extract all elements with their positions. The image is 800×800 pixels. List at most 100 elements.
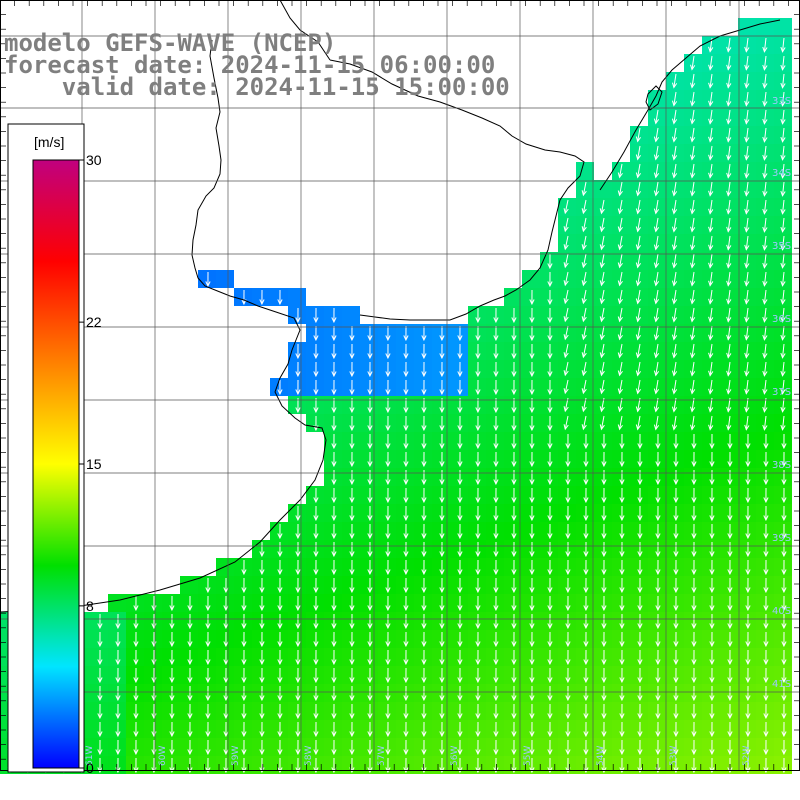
wind-arrow-head (151, 749, 157, 756)
wind-arrow-head (727, 461, 733, 468)
wind-speed-cell (738, 558, 756, 576)
wind-arrow-head (599, 352, 605, 359)
wind-speed-cell (468, 594, 486, 612)
wind-speed-cell (288, 666, 306, 684)
wind-arrow-head (581, 298, 587, 305)
wind-arrow (727, 217, 731, 232)
wind-speed-cells (0, 18, 792, 774)
wind-arrow-head (349, 335, 355, 342)
wind-arrow (619, 199, 623, 214)
wind-arrow-head (653, 298, 660, 305)
wind-arrow (637, 271, 641, 286)
wind-arrow-head (745, 605, 751, 612)
wind-arrow-head (709, 569, 715, 576)
wind-speed-cell (666, 612, 684, 630)
wind-arrow-head (653, 190, 660, 197)
wind-arrow (782, 325, 785, 340)
wind-arrow-head (529, 623, 535, 630)
wind-speed-cell (324, 612, 342, 630)
wind-arrow-head (565, 569, 571, 576)
wind-arrow-head (529, 371, 535, 378)
wind-arrow-head (727, 533, 733, 540)
wind-arrow-head (331, 623, 337, 630)
wind-arrow-head (313, 335, 319, 342)
wind-speed-cell (306, 522, 324, 540)
wind-speed-cell (414, 630, 432, 648)
wind-arrow-head (763, 695, 769, 702)
wind-speed-cell (108, 648, 126, 666)
wind-speed-cell (684, 540, 702, 558)
latitude-label: 35S (772, 241, 791, 252)
wind-arrow-head (583, 461, 589, 468)
wind-arrow-head (780, 46, 786, 53)
wind-arrow-head (563, 352, 569, 359)
wind-speed-cell (558, 504, 576, 522)
wind-speed-cell (144, 738, 162, 756)
wind-arrow-head (745, 677, 751, 684)
wind-arrow-head (744, 82, 750, 89)
wind-arrow-head (690, 82, 696, 89)
wind-arrow-head (781, 641, 787, 648)
wind-arrow-head (655, 695, 661, 702)
wind-speed-cell (252, 684, 270, 702)
wind-arrow-head (763, 659, 769, 666)
wind-arrow-head (635, 190, 641, 197)
wind-speed-cell (126, 612, 144, 630)
wind-arrow-head (763, 515, 769, 522)
wind-speed-cell (486, 738, 504, 756)
wind-arrow-head (619, 497, 625, 504)
wind-arrow-head (547, 515, 553, 522)
wind-speed-cell (306, 756, 324, 774)
wind-speed-cell (684, 432, 702, 450)
wind-arrow (763, 325, 767, 340)
wind-arrow (782, 55, 785, 70)
wind-speed-cell (324, 486, 342, 504)
wind-arrow-head (151, 767, 157, 774)
wind-arrow-head (493, 443, 499, 450)
wind-arrow (782, 379, 785, 394)
wind-arrow-head (708, 226, 714, 233)
wind-arrow-head (529, 497, 535, 504)
wind-speed-cell (396, 738, 414, 756)
wind-arrow (637, 235, 641, 250)
wind-arrow-head (565, 695, 571, 702)
wind-speed-cell (234, 288, 252, 306)
wind-arrow-head (205, 605, 211, 612)
wind-speed-cell (486, 450, 504, 468)
wind-arrow-head (421, 569, 427, 576)
wind-arrow (709, 55, 713, 70)
wind-speed-cell (414, 648, 432, 666)
wind-arrow-head (403, 659, 409, 666)
wind-arrow-head (187, 749, 193, 756)
wind-speed-cell (576, 468, 594, 486)
wind-speed-cell (432, 378, 450, 396)
wind-arrow-head (277, 569, 283, 576)
wind-arrow (763, 127, 767, 142)
wind-arrow-head (637, 461, 643, 468)
wind-arrow-head (583, 677, 589, 684)
coastline-uruguay (329, 59, 585, 321)
wind-arrow-head (763, 551, 769, 558)
wind-arrow-head (601, 641, 607, 648)
wind-arrow-head (367, 497, 373, 504)
wind-speed-cell (396, 594, 414, 612)
wind-arrow-head (403, 767, 409, 774)
wind-arrow (673, 73, 677, 88)
wind-speed-cell (702, 630, 720, 648)
wind-arrow (727, 253, 731, 268)
wind-arrow-head (313, 767, 319, 774)
wind-speed-cell (324, 738, 342, 756)
wind-speed-cell (234, 684, 252, 702)
wind-arrow-head (367, 767, 373, 774)
wind-arrow-head (295, 353, 301, 360)
wind-arrow-head (457, 353, 463, 360)
wind-arrow-head (367, 461, 373, 468)
wind-arrow (782, 307, 785, 322)
wind-speed-cell (504, 288, 522, 306)
wind-arrow-head (475, 461, 481, 468)
wind-arrow-head (439, 533, 445, 540)
wind-arrow (782, 163, 785, 178)
wind-arrow-head (421, 659, 427, 666)
wind-speed-cell (504, 594, 522, 612)
